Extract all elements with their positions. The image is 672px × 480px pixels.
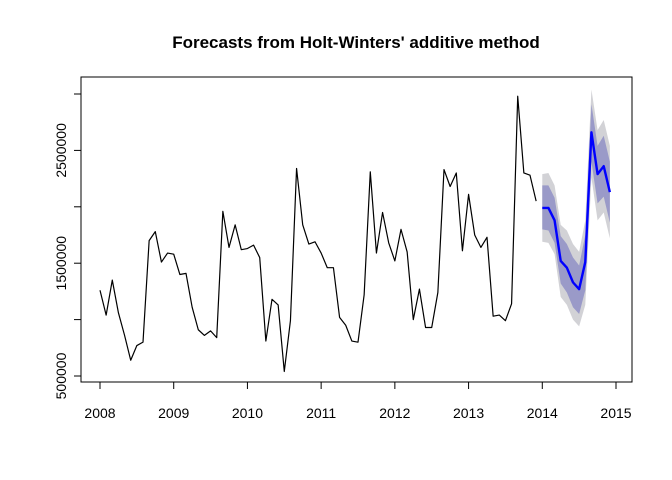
- x-tick-label: 2008: [84, 405, 115, 421]
- x-tick-label: 2013: [453, 405, 484, 421]
- band-80: [542, 104, 610, 314]
- forecast-line: [542, 131, 612, 291]
- y-axis: 500000 1500000 2500000: [53, 93, 82, 399]
- y-tick-label: 500000: [53, 352, 69, 399]
- y-tick-label: 1500000: [53, 236, 69, 291]
- prediction-intervals: [542, 89, 610, 327]
- x-axis: 2008 2009 2010 2011 2012 2013 2014 2015: [84, 381, 632, 421]
- x-tick-label: 2014: [527, 405, 558, 421]
- series-lines: [99, 95, 612, 373]
- x-tick-label: 2009: [158, 405, 189, 421]
- observed-line: [99, 95, 537, 373]
- x-tick-label: 2010: [232, 405, 263, 421]
- y-tick-label: 2500000: [53, 123, 69, 178]
- x-tick-label: 2012: [379, 405, 410, 421]
- x-tick-label: 2015: [600, 405, 631, 421]
- chart-title: Forecasts from Holt-Winters' additive me…: [172, 33, 540, 52]
- x-tick-label: 2011: [306, 405, 336, 421]
